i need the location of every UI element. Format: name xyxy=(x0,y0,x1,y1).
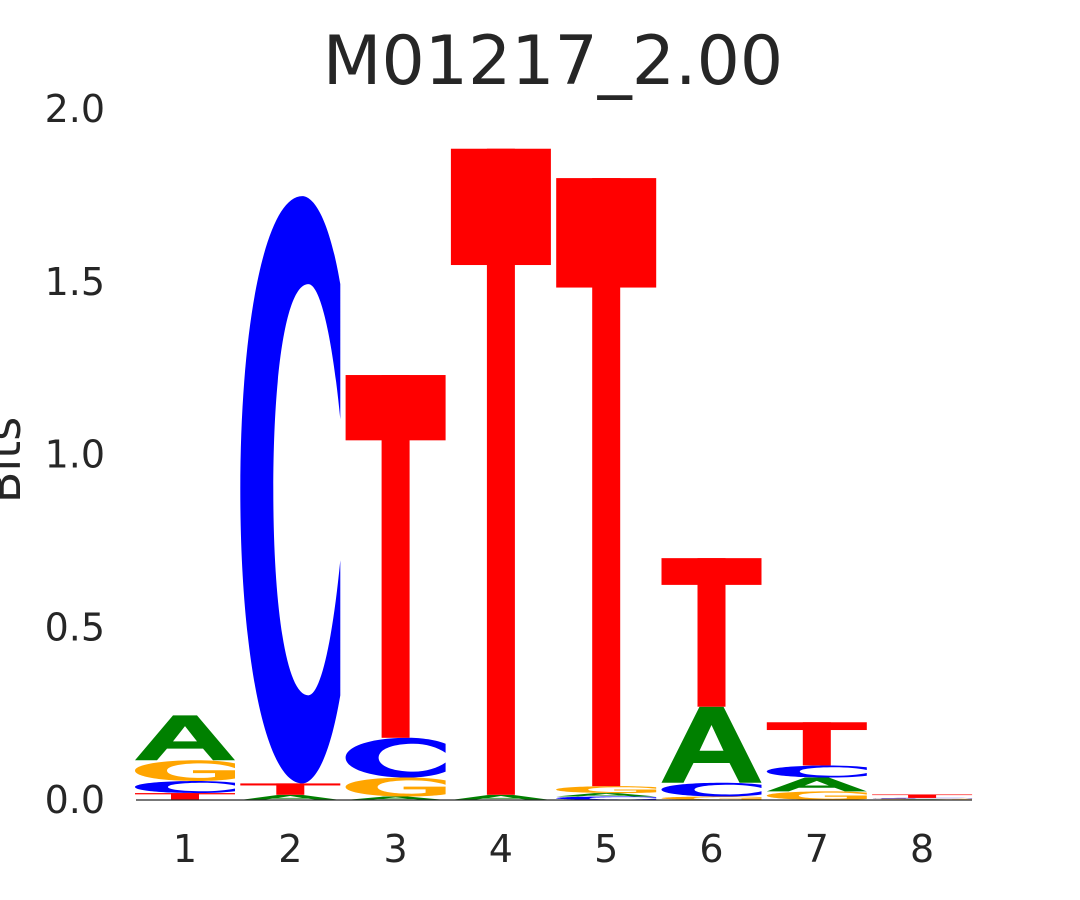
logo-letter-G xyxy=(766,791,867,800)
logo-letter-A xyxy=(450,794,551,800)
logo-letter-T xyxy=(872,794,973,798)
y-axis-label: Bits xyxy=(0,417,31,503)
y-axis-ticks: 0.0 0.5 1.0 1.5 2.0 xyxy=(45,87,105,822)
x-tick-label: 6 xyxy=(699,827,723,871)
x-tick-label: 3 xyxy=(384,827,408,871)
chart-title: M01217_2.00 xyxy=(323,22,783,101)
y-tick-label: 0.0 xyxy=(45,778,105,822)
logo-letter-G xyxy=(345,777,446,797)
logo-letter-C xyxy=(135,780,235,794)
x-tick-label: 7 xyxy=(805,827,829,871)
logo-letter-C xyxy=(345,737,446,778)
logo-column-5 xyxy=(556,178,657,800)
logo-column-2 xyxy=(240,196,341,800)
x-tick-label: 8 xyxy=(910,827,934,871)
logo-letter-C xyxy=(661,782,762,797)
y-tick-label: 2.0 xyxy=(45,87,105,131)
logo-letter-T xyxy=(450,148,551,795)
logo-letter-G xyxy=(872,798,973,800)
logo-letter-T xyxy=(135,793,235,800)
logo-letter-T xyxy=(345,375,446,738)
logo-column-7 xyxy=(766,722,867,800)
logo-letter-G xyxy=(556,786,657,794)
logo-column-1 xyxy=(135,715,235,800)
y-tick-label: 1.5 xyxy=(45,260,105,304)
x-tick-label: 2 xyxy=(278,827,302,871)
logo-letter-C xyxy=(766,765,867,778)
logo-column-6 xyxy=(661,558,762,800)
y-tick-label: 1.0 xyxy=(45,433,105,477)
x-tick-label: 1 xyxy=(173,827,197,871)
logo-letter-G xyxy=(135,760,235,781)
logo-column-3 xyxy=(345,375,446,800)
logo-letter-A xyxy=(135,715,235,761)
x-tick-label: 4 xyxy=(489,827,513,871)
logo-column-8 xyxy=(872,794,973,800)
y-tick-label: 0.5 xyxy=(45,605,105,649)
logo-letter-C xyxy=(240,196,341,784)
logo-letter-C xyxy=(872,797,973,799)
logo-letter-A xyxy=(766,777,867,792)
logo-column-4 xyxy=(450,148,551,800)
logo-letter-A xyxy=(661,706,762,783)
logo-letter-T xyxy=(766,722,867,766)
x-tick-label: 5 xyxy=(594,827,618,871)
logo-letter-C xyxy=(556,796,657,800)
logo-letter-T xyxy=(661,558,762,707)
x-axis-ticks: 1 2 3 4 5 6 7 8 xyxy=(173,827,934,871)
logo-letter-T xyxy=(240,783,341,795)
logo-letter-A xyxy=(345,796,446,800)
logo-stacks xyxy=(135,148,973,800)
logo-letter-A xyxy=(556,793,657,797)
logo-letter-T xyxy=(556,178,657,787)
logo-letter-A xyxy=(240,794,341,800)
logo-letter-G xyxy=(661,796,762,800)
